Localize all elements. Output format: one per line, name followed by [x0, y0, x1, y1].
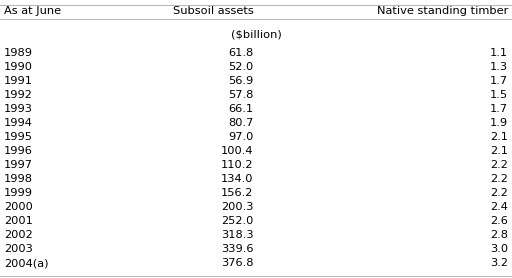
Text: 2.2: 2.2	[490, 188, 508, 198]
Text: 2.6: 2.6	[490, 216, 508, 226]
Text: 1995: 1995	[4, 132, 33, 142]
Text: 1.3: 1.3	[490, 62, 508, 72]
Text: 2.8: 2.8	[490, 230, 508, 240]
Text: 252.0: 252.0	[221, 216, 253, 226]
Text: 1997: 1997	[4, 160, 33, 170]
Text: 110.2: 110.2	[221, 160, 253, 170]
Text: 1992: 1992	[4, 90, 33, 100]
Text: 2.4: 2.4	[490, 202, 508, 212]
Text: 1990: 1990	[4, 62, 33, 72]
Text: ($billion): ($billion)	[230, 29, 282, 39]
Text: 1989: 1989	[4, 48, 33, 58]
Text: 318.3: 318.3	[221, 230, 253, 240]
Text: 376.8: 376.8	[221, 258, 253, 268]
Text: 200.3: 200.3	[221, 202, 253, 212]
Text: 339.6: 339.6	[221, 244, 253, 254]
Text: 1.5: 1.5	[490, 90, 508, 100]
Text: Native standing timber: Native standing timber	[376, 6, 508, 16]
Text: 56.9: 56.9	[228, 76, 253, 86]
Text: 134.0: 134.0	[221, 174, 253, 184]
Text: 2.1: 2.1	[490, 132, 508, 142]
Text: 80.7: 80.7	[228, 118, 253, 128]
Text: 1993: 1993	[4, 104, 33, 114]
Text: 100.4: 100.4	[221, 146, 253, 156]
Text: 52.0: 52.0	[228, 62, 253, 72]
Text: 2.2: 2.2	[490, 174, 508, 184]
Text: 156.2: 156.2	[221, 188, 253, 198]
Text: 1994: 1994	[4, 118, 33, 128]
Text: 1998: 1998	[4, 174, 33, 184]
Text: 1.9: 1.9	[490, 118, 508, 128]
Text: 2004(a): 2004(a)	[4, 258, 49, 268]
Text: 97.0: 97.0	[228, 132, 253, 142]
Text: 3.0: 3.0	[490, 244, 508, 254]
Text: 2002: 2002	[4, 230, 33, 240]
Text: 1.7: 1.7	[490, 104, 508, 114]
Text: 61.8: 61.8	[228, 48, 253, 58]
Text: 1.1: 1.1	[490, 48, 508, 58]
Text: 2000: 2000	[4, 202, 33, 212]
Text: 1.7: 1.7	[490, 76, 508, 86]
Text: 3.2: 3.2	[490, 258, 508, 268]
Text: 2003: 2003	[4, 244, 33, 254]
Text: 1991: 1991	[4, 76, 33, 86]
Text: 1996: 1996	[4, 146, 33, 156]
Text: As at June: As at June	[4, 6, 61, 16]
Text: 57.8: 57.8	[228, 90, 253, 100]
Text: 2.2: 2.2	[490, 160, 508, 170]
Text: 2.1: 2.1	[490, 146, 508, 156]
Text: 1999: 1999	[4, 188, 33, 198]
Text: 66.1: 66.1	[228, 104, 253, 114]
Text: Subsoil assets: Subsoil assets	[173, 6, 253, 16]
Text: 2001: 2001	[4, 216, 33, 226]
